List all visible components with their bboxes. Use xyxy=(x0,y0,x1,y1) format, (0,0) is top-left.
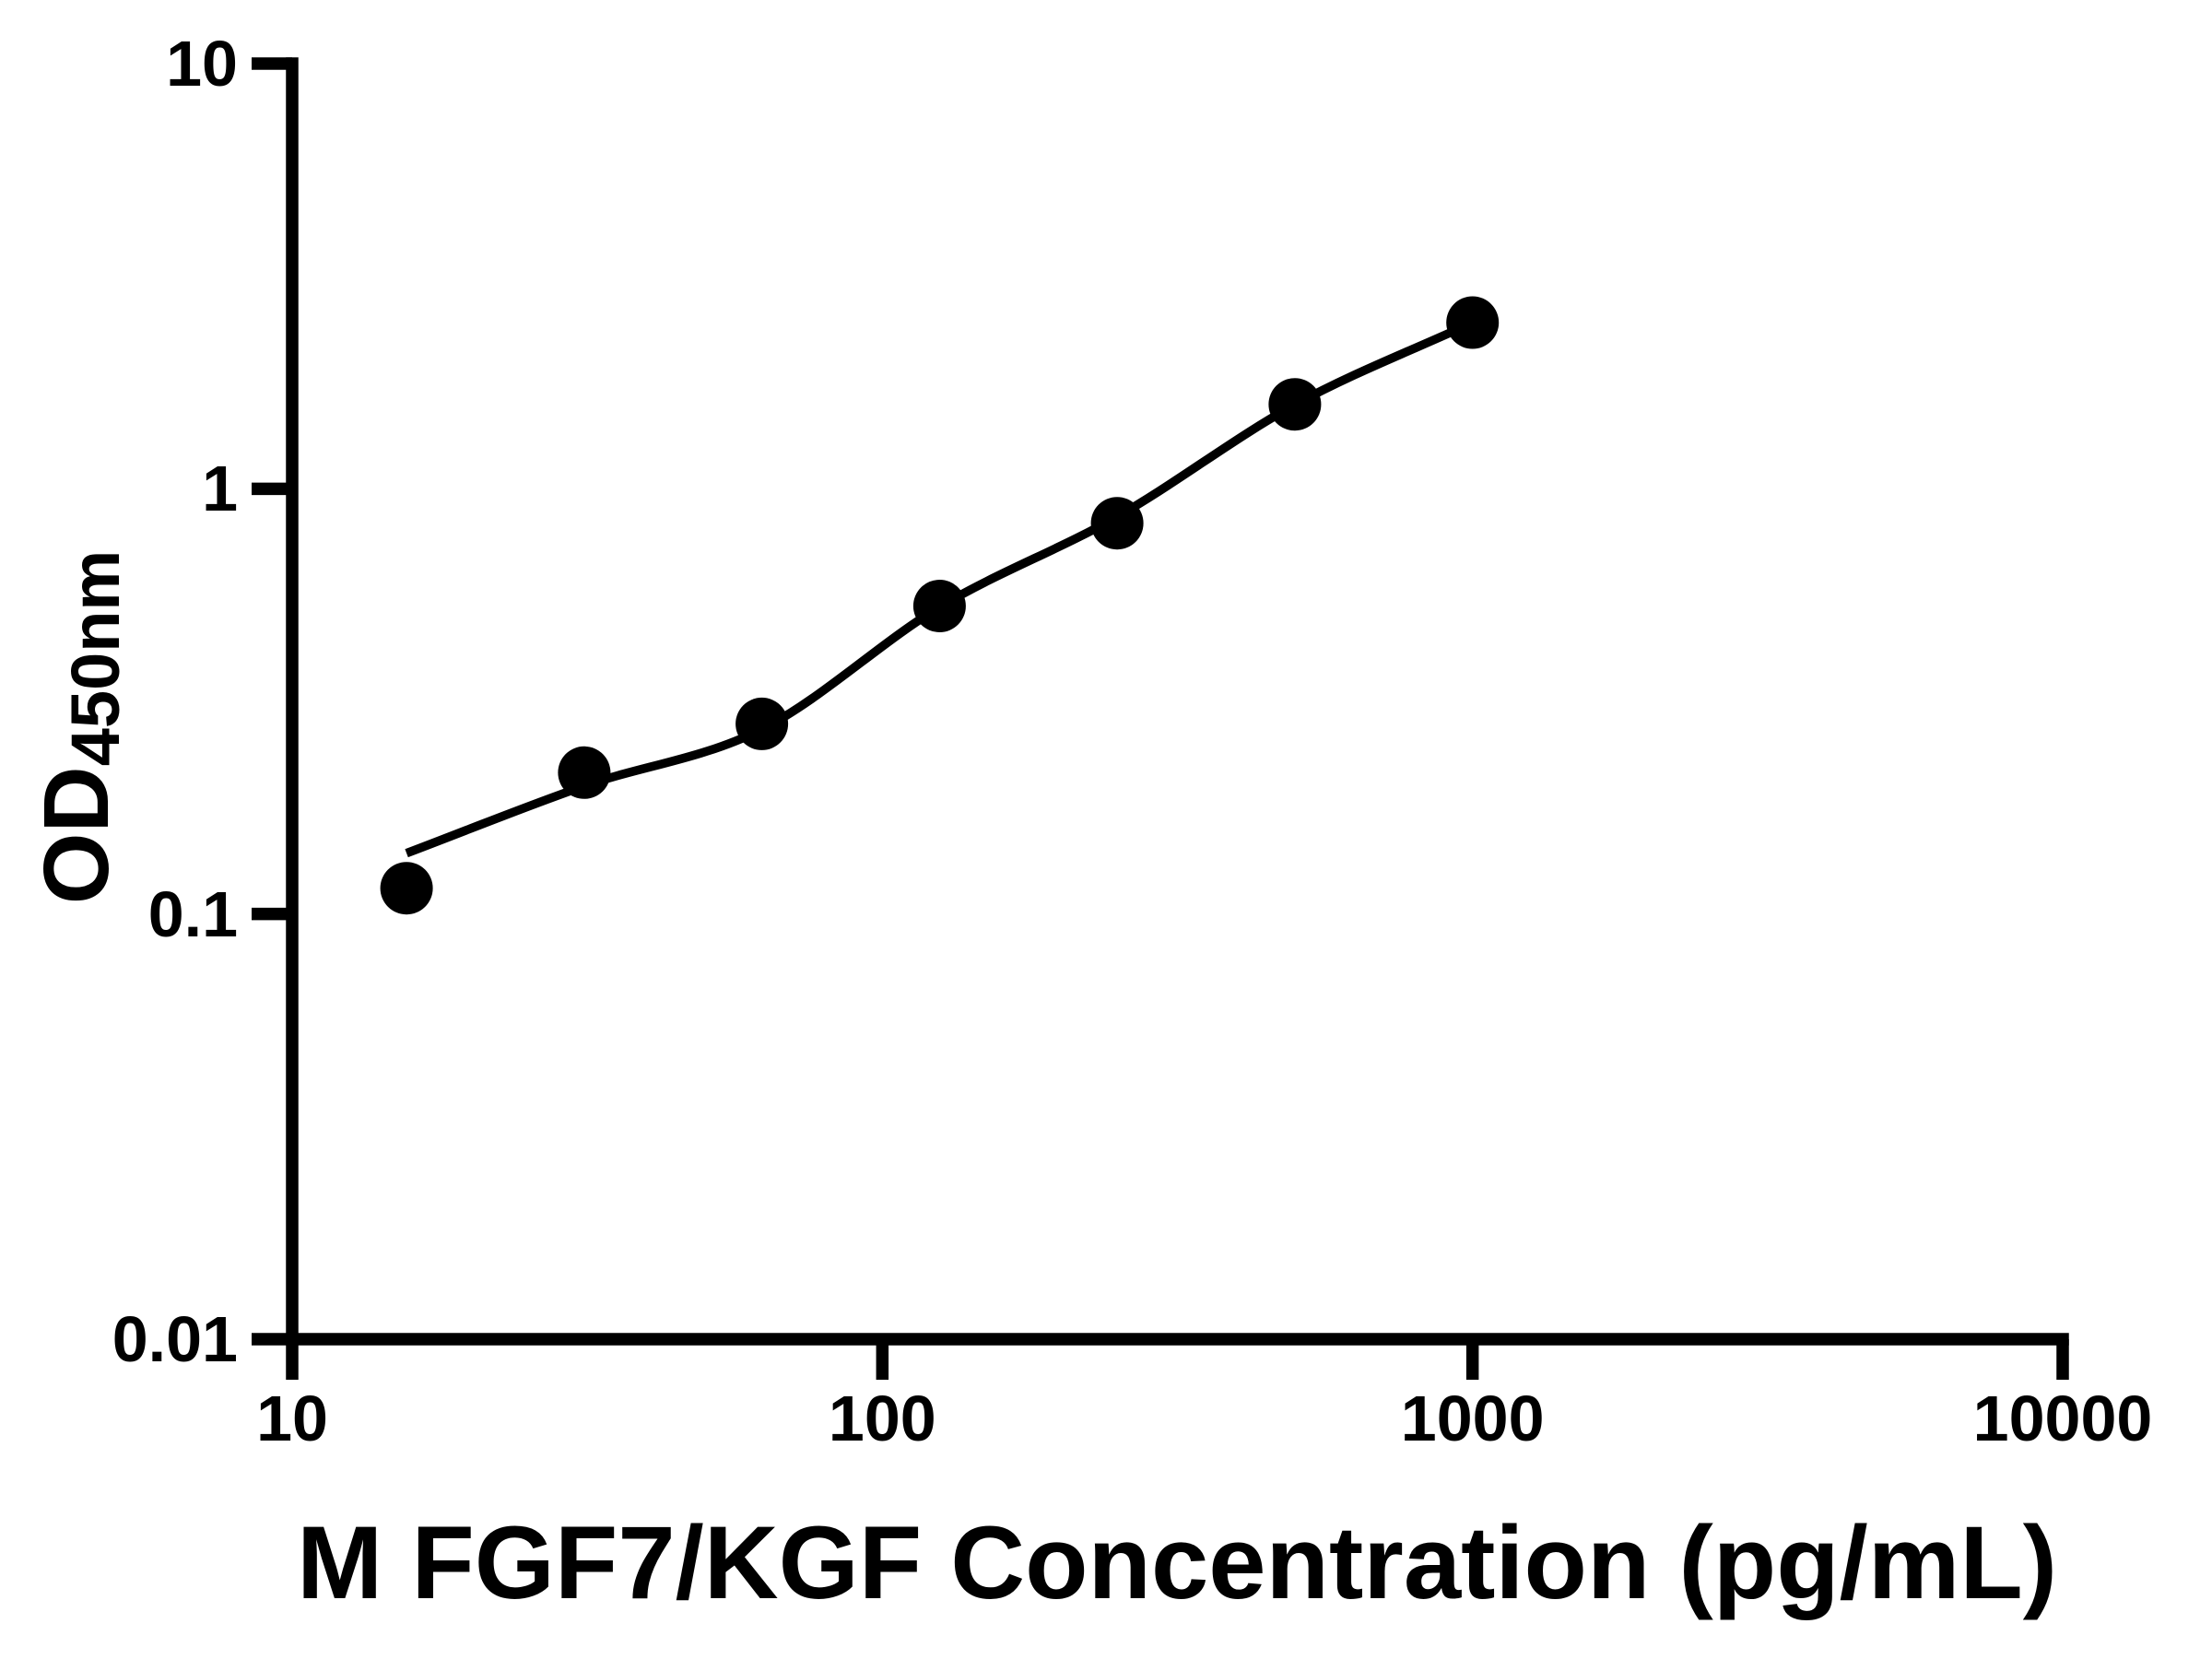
data-point-marker xyxy=(380,862,433,915)
y-axis-title: OD 450nm xyxy=(25,550,134,905)
y-axis-title-subscript: 450nm xyxy=(56,549,134,767)
y-tick-label: 1 xyxy=(202,453,238,525)
data-point-marker xyxy=(1446,296,1500,349)
y-tick-label: 10 xyxy=(166,28,238,100)
x-axis-title: M FGF7/KGF Concentration (pg/mL) xyxy=(296,1505,2058,1620)
data-point-marker xyxy=(558,746,611,799)
y-axis-title-main: OD xyxy=(25,766,128,905)
x-tick-label: 10 xyxy=(256,1382,328,1454)
y-tick-label: 0.01 xyxy=(112,1303,238,1375)
data-point-marker xyxy=(1268,378,1322,431)
data-point-marker xyxy=(1090,497,1144,550)
data-point-marker xyxy=(735,697,789,750)
x-tick-label: 100 xyxy=(828,1382,936,1454)
data-point-marker xyxy=(912,580,966,632)
y-tick-label: 0.1 xyxy=(147,877,238,950)
x-tick-label: 1000 xyxy=(1400,1382,1545,1454)
x-tick-label: 10000 xyxy=(1972,1382,2153,1454)
